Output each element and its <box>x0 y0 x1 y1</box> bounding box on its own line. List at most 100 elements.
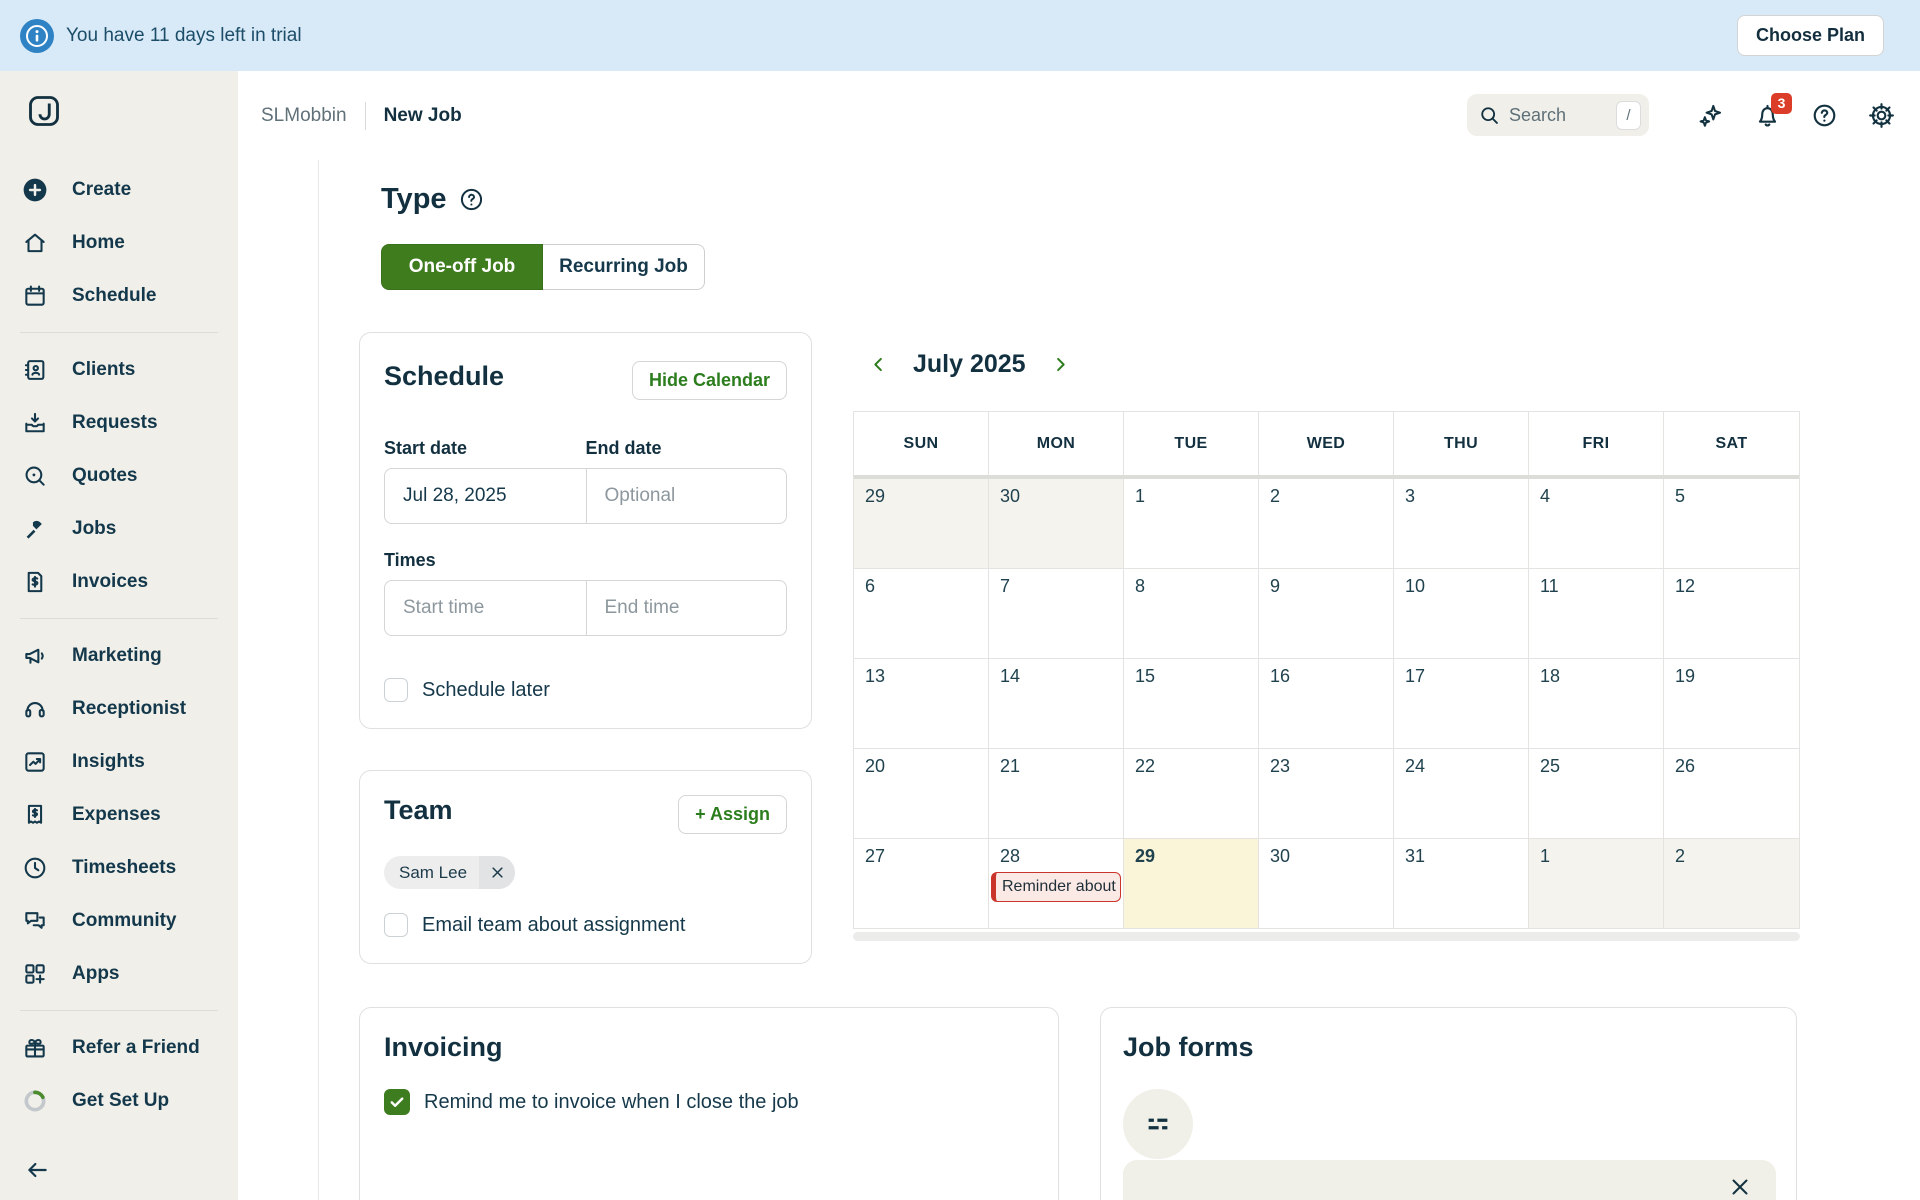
schedule-later-checkbox-box[interactable] <box>384 678 408 702</box>
app-logo-icon[interactable] <box>26 93 62 129</box>
close-icon[interactable] <box>1728 1175 1754 1200</box>
sidebar-item-requests[interactable]: Requests <box>0 396 238 449</box>
calendar-day-cell[interactable]: 18 <box>1529 659 1664 749</box>
sidebar-item-label: Apps <box>72 962 120 984</box>
end-date-field[interactable]: Optional <box>585 469 787 523</box>
type-help-icon[interactable] <box>459 187 484 212</box>
calendar-day-cell[interactable]: 3 <box>1394 479 1529 569</box>
calendar-day-cell-selected[interactable]: 29 <box>1124 839 1259 929</box>
sidebar-item-marketing[interactable]: Marketing <box>0 629 238 682</box>
calendar-day-cell[interactable]: 11 <box>1529 569 1664 659</box>
calendar-day-cell[interactable]: 8 <box>1124 569 1259 659</box>
calendar-day-number: 11 <box>1540 576 1559 596</box>
calendar-day-cell[interactable]: 23 <box>1259 749 1394 839</box>
calendar-day-cell[interactable]: 14 <box>989 659 1124 749</box>
sidebar-item-expenses[interactable]: Expenses <box>0 788 238 841</box>
calendar-day-cell[interactable]: 7 <box>989 569 1124 659</box>
calendar-day-cell[interactable]: 21 <box>989 749 1124 839</box>
sidebar-item-receptionist[interactable]: Receptionist <box>0 682 238 735</box>
calendar-day-cell[interactable]: 30 <box>989 479 1124 569</box>
sidebar-item-quotes[interactable]: Quotes <box>0 449 238 502</box>
calendar-day-cell[interactable]: 9 <box>1259 569 1394 659</box>
calendar-day-cell[interactable]: 16 <box>1259 659 1394 749</box>
sidebar-item-timesheets[interactable]: Timesheets <box>0 841 238 894</box>
calendar-day-cell[interactable]: 19 <box>1664 659 1799 749</box>
apps-icon <box>22 961 48 987</box>
hide-calendar-button[interactable]: Hide Calendar <box>631 361 787 400</box>
calendar-day-cell[interactable]: 6 <box>854 569 989 659</box>
gift-icon <box>22 1035 48 1061</box>
sidebar-item-invoices[interactable]: Invoices <box>0 555 238 608</box>
calendar-day-cell[interactable]: 24 <box>1394 749 1529 839</box>
content-left-divider <box>318 160 319 1200</box>
help-button[interactable] <box>1811 102 1838 129</box>
assign-team-button[interactable]: + Assign <box>678 795 787 834</box>
calendar-day-number: 19 <box>1675 666 1696 686</box>
calendar-day-cell[interactable]: 5 <box>1664 479 1799 569</box>
sidebar-item-insights[interactable]: Insights <box>0 735 238 788</box>
clients-icon <box>22 357 48 383</box>
sidebar-item-jobs[interactable]: Jobs <box>0 502 238 555</box>
calendar-day-cell[interactable]: 2 <box>1664 839 1799 929</box>
copilot-sparkles-button[interactable] <box>1697 102 1724 129</box>
calendar-day-number: 5 <box>1675 486 1686 506</box>
settings-gear-button[interactable] <box>1868 102 1895 129</box>
notifications-bell-button[interactable]: 3 <box>1754 92 1792 129</box>
calendar-scrollbar[interactable] <box>853 932 1800 941</box>
schedule-later-checkbox[interactable]: Schedule later <box>384 678 787 702</box>
one-off-job-button[interactable]: One-off Job <box>381 244 543 290</box>
calendar-day-cell[interactable]: 27 <box>854 839 989 929</box>
sidebar-item-label: Quotes <box>72 464 138 486</box>
calendar-day-cell[interactable]: 15 <box>1124 659 1259 749</box>
start-time-field[interactable]: Start time <box>403 597 485 618</box>
choose-plan-button[interactable]: Choose Plan <box>1736 15 1884 56</box>
page-title: New Job <box>383 104 462 126</box>
calendar-event-chip[interactable]: Reminder about <box>991 872 1121 902</box>
calendar-day-cell[interactable]: 13 <box>854 659 989 749</box>
end-time-field[interactable]: End time <box>585 581 787 635</box>
calendar-day-cell[interactable]: 12 <box>1664 569 1799 659</box>
calendar-day-cell[interactable]: 2 <box>1259 479 1394 569</box>
sidebar-item-schedule[interactable]: Schedule <box>0 269 238 322</box>
calendar-prev-month-button[interactable] <box>861 347 895 381</box>
calendar-day-cell[interactable]: 20 <box>854 749 989 839</box>
calendar-day-number: 8 <box>1135 576 1146 596</box>
start-date-field[interactable]: Jul 28, 2025 <box>403 485 507 506</box>
breadcrumb-account-link[interactable]: SLMobbin <box>261 104 347 126</box>
email-team-checkbox-box[interactable] <box>384 913 408 937</box>
search-input[interactable]: Search / <box>1467 94 1649 136</box>
calendar-day-cell[interactable]: 22 <box>1124 749 1259 839</box>
calendar-day-cell[interactable]: 17 <box>1394 659 1529 749</box>
calendar-day-cell[interactable]: 1 <box>1124 479 1259 569</box>
sidebar-item-clients[interactable]: Clients <box>0 343 238 396</box>
collapse-sidebar-button[interactable] <box>20 1156 54 1186</box>
invoice-reminder-checkbox-box[interactable] <box>384 1089 410 1115</box>
calendar-day-number: 24 <box>1405 756 1426 776</box>
calendar-day-header: THU <box>1394 412 1529 475</box>
sidebar-item-create[interactable]: Create <box>0 163 238 216</box>
recurring-job-button[interactable]: Recurring Job <box>543 244 705 290</box>
calendar-day-number: 23 <box>1270 756 1291 776</box>
calendar-day-cell[interactable]: 10 <box>1394 569 1529 659</box>
quotes-icon <box>22 463 48 489</box>
sidebar-item-community[interactable]: Community <box>0 894 238 947</box>
calendar-day-cell[interactable]: 1 <box>1529 839 1664 929</box>
remove-team-member-button[interactable] <box>479 856 516 889</box>
calendar-next-month-button[interactable] <box>1044 347 1078 381</box>
calendar-day-cell[interactable]: 29 <box>854 479 989 569</box>
calendar-day-cell[interactable]: 26 <box>1664 749 1799 839</box>
trial-message: You have 11 days left in trial <box>66 24 302 46</box>
calendar-day-cell[interactable]: 30 <box>1259 839 1394 929</box>
calendar-day-cell[interactable]: 28 Reminder about <box>989 839 1124 929</box>
calendar-day-number: 16 <box>1270 666 1291 686</box>
sidebar-item-refer-a-friend[interactable]: Refer a Friend <box>0 1021 238 1074</box>
sidebar-item-apps[interactable]: Apps <box>0 947 238 1000</box>
calendar-day-cell[interactable]: 25 <box>1529 749 1664 839</box>
sidebar-item-home[interactable]: Home <box>0 216 238 269</box>
invoice-reminder-checkbox[interactable]: Remind me to invoice when I close the jo… <box>384 1089 1034 1115</box>
calendar-day-cell[interactable]: 31 <box>1394 839 1529 929</box>
topbar: SLMobbin New Job Search / 3 <box>238 71 1920 160</box>
sidebar-item-get-set-up[interactable]: Get Set Up <box>0 1074 238 1127</box>
calendar-day-cell[interactable]: 4 <box>1529 479 1664 569</box>
email-team-checkbox[interactable]: Email team about assignment <box>384 913 787 937</box>
